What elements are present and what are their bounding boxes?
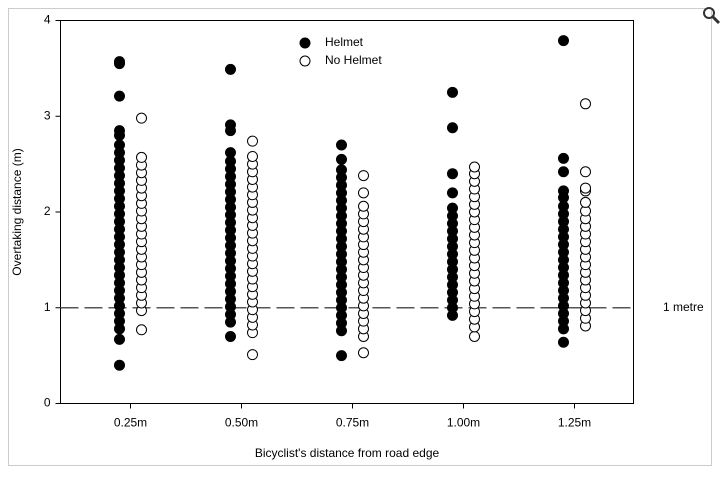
y-tick-label: 0: [44, 396, 51, 410]
point: [358, 187, 369, 199]
point: [225, 63, 236, 75]
point: [580, 98, 591, 110]
point: [136, 112, 147, 124]
point: [114, 90, 125, 102]
legend-label: Helmet: [325, 35, 364, 49]
point: [558, 185, 569, 197]
y-tick-label: 2: [44, 204, 51, 218]
x-tick-label: 0.75m: [336, 416, 369, 430]
point: [114, 333, 125, 345]
point: [447, 86, 458, 98]
legend-marker: [299, 55, 311, 67]
y-axis-label: Overtaking distance (m): [10, 148, 24, 275]
y-tick-label: 4: [44, 13, 51, 27]
point: [114, 139, 125, 151]
legend-label: No Helmet: [325, 53, 382, 67]
reference-label: 1 metre: [663, 300, 704, 314]
point: [558, 336, 569, 348]
point: [469, 330, 480, 342]
point: [336, 164, 347, 176]
legend-marker: [299, 37, 311, 49]
point: [447, 187, 458, 199]
point: [114, 359, 125, 371]
point: [558, 152, 569, 164]
point: [558, 166, 569, 178]
point: [580, 196, 591, 208]
point: [558, 35, 569, 47]
point: [114, 125, 125, 137]
point: [336, 139, 347, 151]
point: [447, 122, 458, 134]
y-tick-label: 3: [44, 108, 51, 122]
point: [469, 161, 480, 173]
zoom-icon[interactable]: [703, 7, 721, 25]
x-tick-label: 1.25m: [558, 416, 591, 430]
point: [447, 202, 458, 214]
point: [225, 330, 236, 342]
point: [336, 153, 347, 165]
point: [225, 119, 236, 131]
point: [247, 349, 258, 361]
x-tick-label: 0.25m: [114, 416, 147, 430]
x-axis-label: Bicyclist's distance from road edge: [255, 446, 440, 460]
x-tick-label: 1.00m: [447, 416, 480, 430]
point: [358, 200, 369, 212]
point: [358, 347, 369, 359]
point: [580, 166, 591, 178]
point: [136, 151, 147, 163]
point: [225, 147, 236, 159]
point: [136, 324, 147, 336]
x-tick-label: 0.50m: [225, 416, 258, 430]
point: [247, 135, 258, 147]
point: [358, 170, 369, 182]
point: [114, 56, 125, 68]
point: [580, 182, 591, 194]
y-tick-label: 1: [44, 300, 51, 314]
point: [336, 350, 347, 362]
point: [247, 150, 258, 162]
point: [447, 168, 458, 180]
